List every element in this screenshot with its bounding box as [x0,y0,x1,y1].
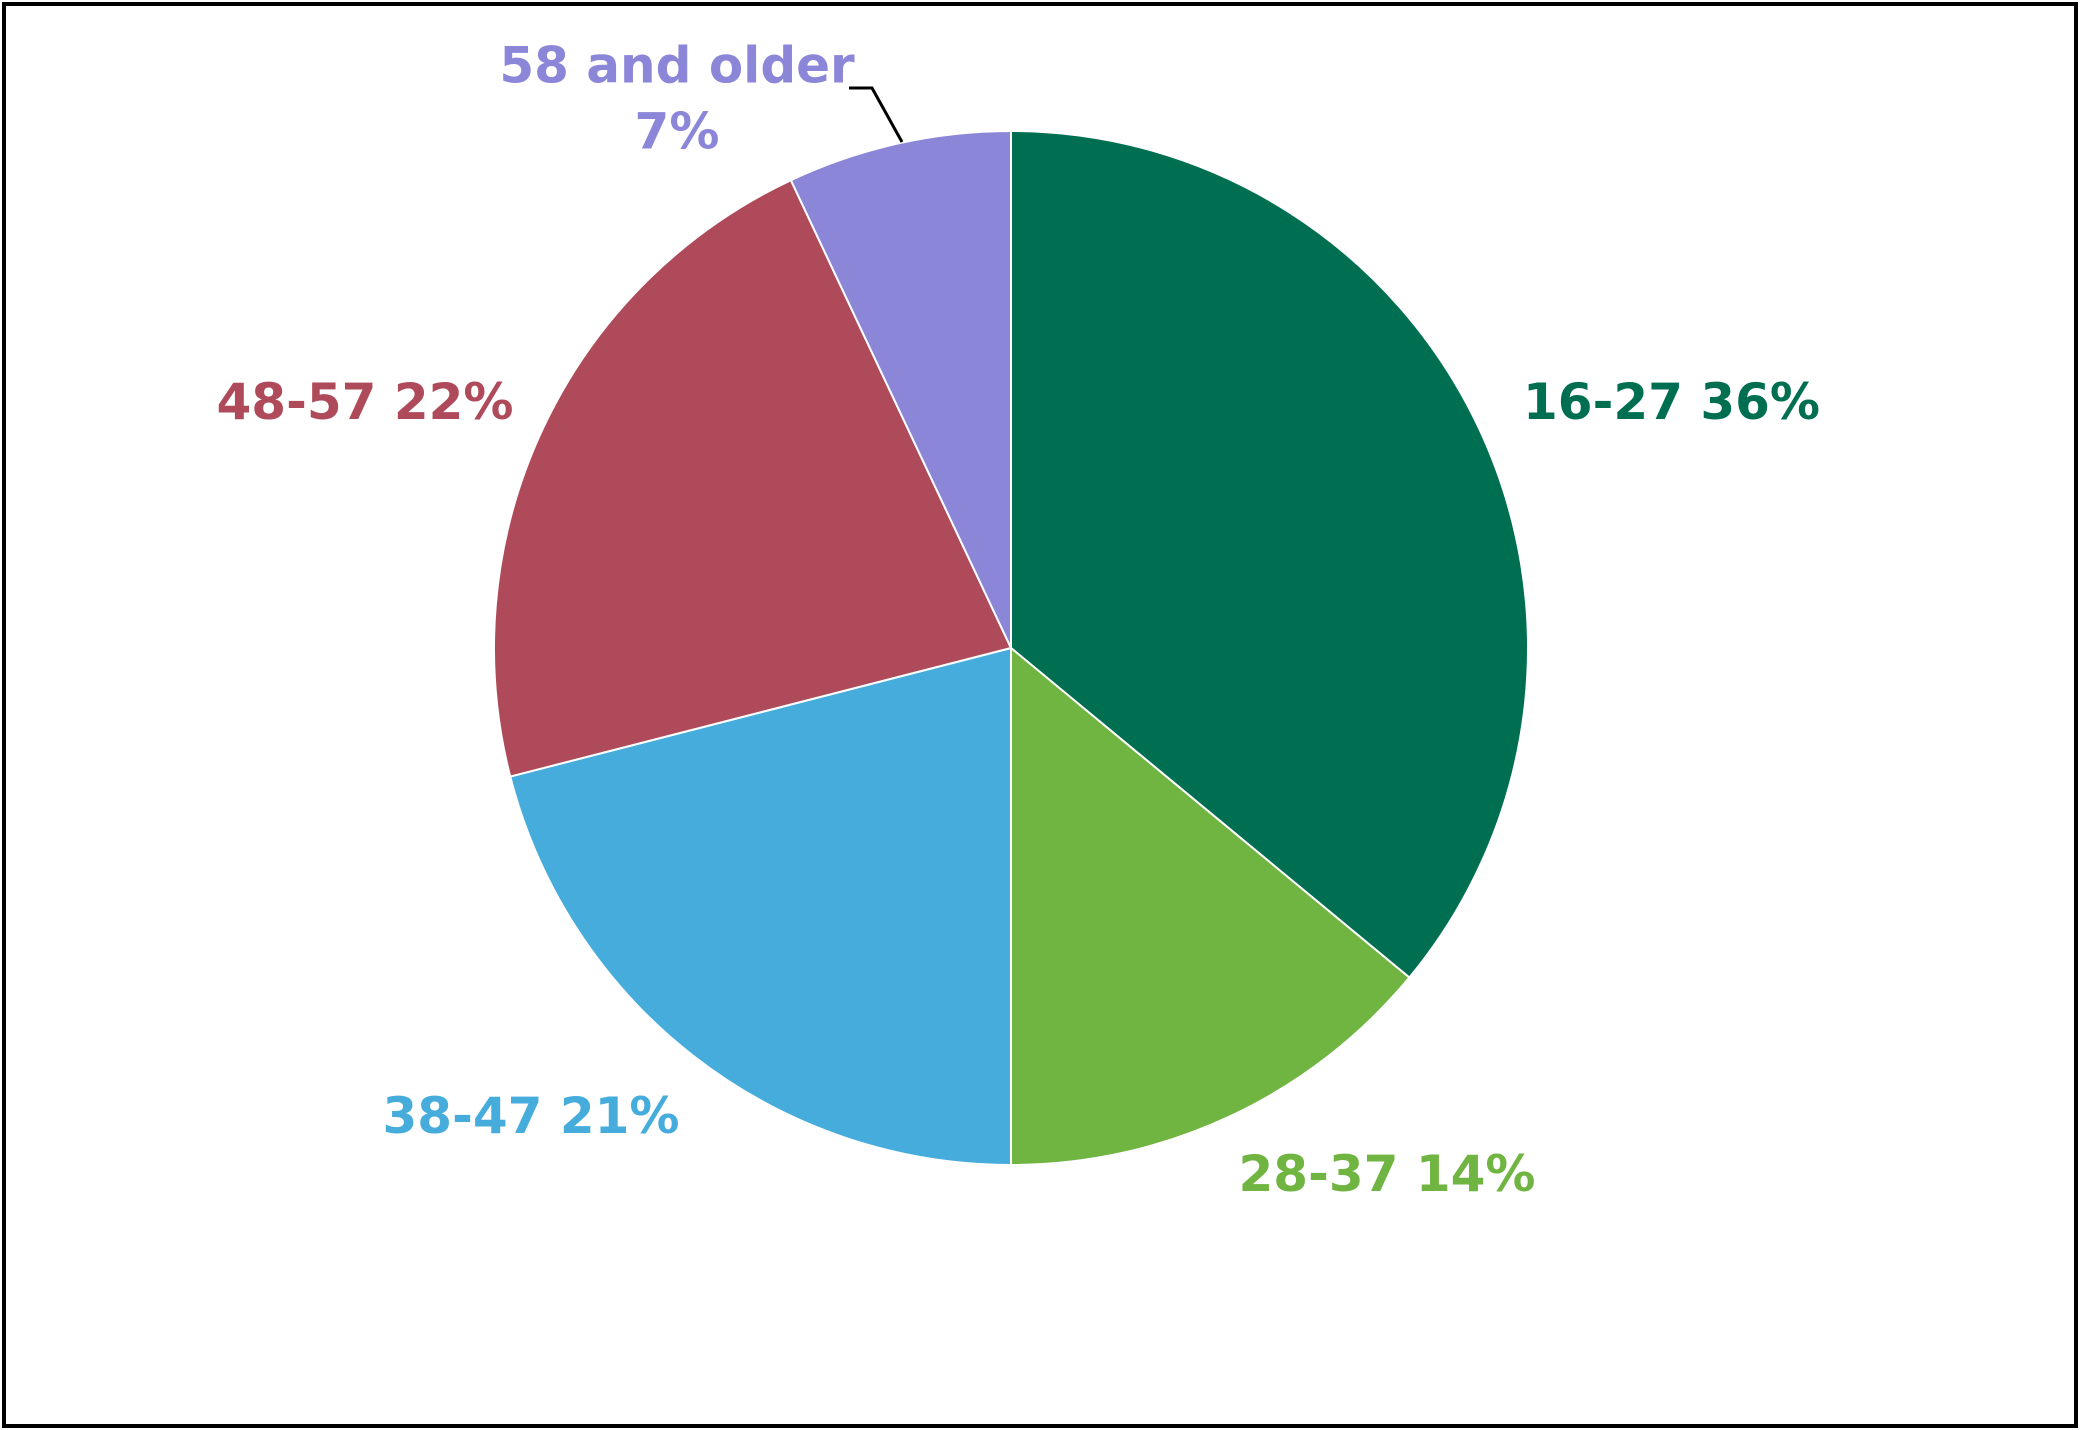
label-category: 38-47 [382,1087,542,1145]
label-category: 16-27 [1523,373,1683,431]
label-value: 21% [560,1087,680,1145]
data-label-category: 58 and older [499,37,855,95]
label-category: 28-37 [1238,1145,1398,1203]
data-label: 38-47 21% [382,1087,679,1145]
data-label: 48-57 22% [216,373,513,431]
label-value: 36% [1700,373,1820,431]
label-value: 22% [394,373,514,431]
pie-slice [509,646,1012,1167]
pie-slice [789,129,1012,649]
leader-line [849,86,904,143]
label-category: 48-57 [216,373,376,431]
pie-slice [493,178,1013,778]
data-label: 16-27 36% [1523,373,1820,431]
label-value: 14% [1416,1145,1536,1203]
pie-slice [1010,645,1411,1167]
data-label-value: 7% [635,103,720,161]
pie-slice [1010,129,1530,979]
data-label: 28-37 14% [1238,1145,1535,1203]
pie [493,129,1530,1167]
